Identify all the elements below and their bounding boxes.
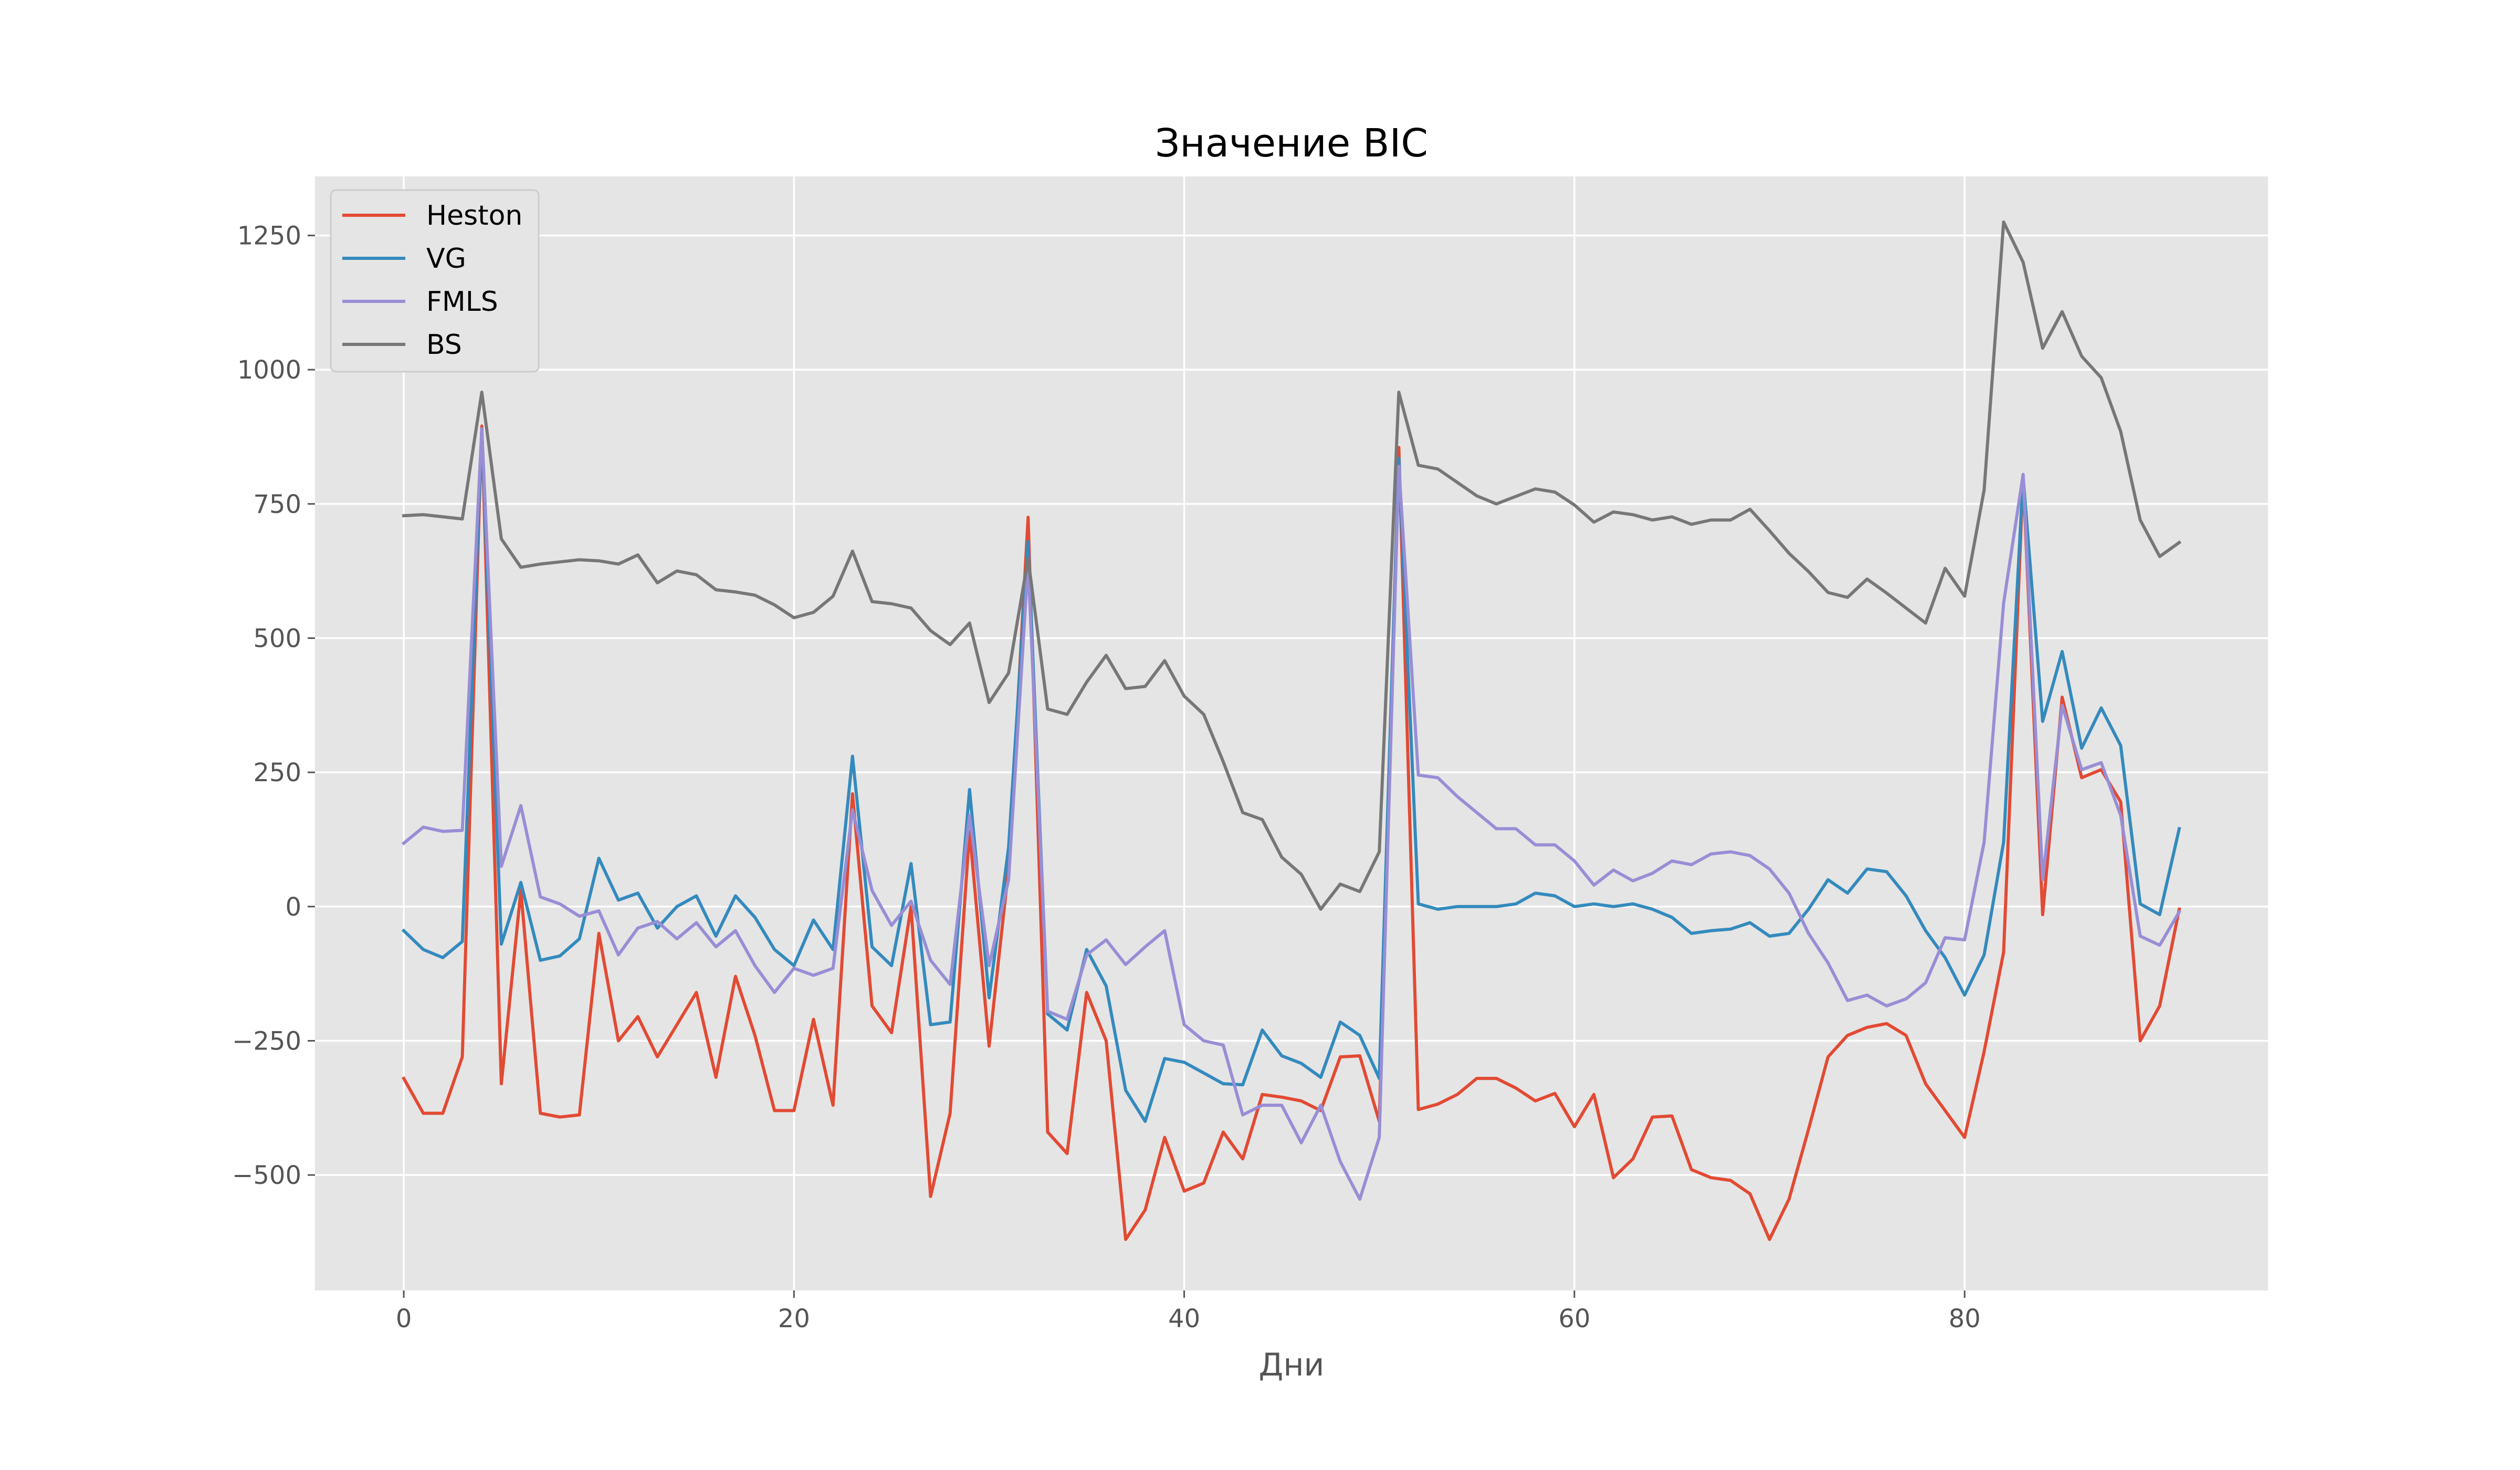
x-tick-label: 40 [1168, 1304, 1200, 1334]
y-tick-label: −250 [232, 1026, 301, 1056]
x-tick-label: 60 [1558, 1304, 1590, 1334]
legend-label-fmls: FMLS [426, 286, 498, 318]
legend-box [330, 189, 540, 373]
series-line-bs [402, 220, 2182, 911]
y-tick-label: 500 [253, 624, 301, 653]
y-tick-label: 1250 [237, 221, 301, 250]
y-tick-label: 750 [253, 490, 301, 519]
grid [315, 176, 2268, 1290]
series-lines [401, 220, 2182, 1241]
series-line-heston [402, 424, 2181, 1241]
y-tick-label: 250 [253, 758, 301, 788]
y-tick-label: −500 [232, 1161, 301, 1190]
y-tick-label: 1000 [237, 355, 301, 385]
series-line-fmls [401, 427, 2182, 1201]
legend-label-bs: BS [426, 329, 462, 361]
series-line-vg [401, 427, 2181, 1123]
legend: Heston VG FMLS BS [330, 189, 540, 373]
x-tick-label: 20 [778, 1304, 810, 1334]
legend-label-heston: Heston [426, 200, 522, 232]
x-tick-label: 0 [396, 1304, 412, 1334]
y-tick-label: 0 [285, 892, 301, 922]
chart-title: Значение BIC [1155, 121, 1428, 166]
x-axis-label: Дни [1258, 1347, 1324, 1383]
axis-ticks: 0 20 40 60 80 −500 −250 0 250 500 750 1000 1250 [232, 221, 1981, 1334]
x-tick-label: 80 [1949, 1304, 1981, 1334]
legend-label-vg: VG [426, 243, 466, 275]
